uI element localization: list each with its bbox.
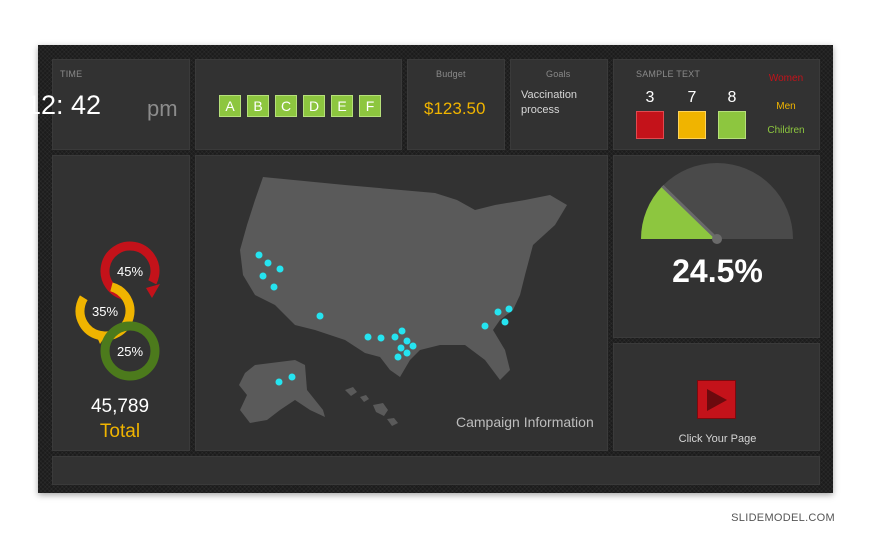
map-markers bbox=[255, 251, 513, 386]
letter-box: C bbox=[275, 95, 297, 117]
watermark: SLIDEMODEL.COM bbox=[731, 512, 835, 524]
map-marker bbox=[409, 342, 417, 350]
ring-children bbox=[100, 321, 160, 381]
letter-box: D bbox=[303, 95, 325, 117]
gauge-fill bbox=[641, 186, 717, 239]
letter-box: F bbox=[359, 95, 381, 117]
ring-women-arrow bbox=[146, 284, 160, 298]
men-swatch bbox=[678, 111, 706, 139]
map-marker bbox=[275, 378, 283, 386]
goals-panel bbox=[510, 59, 608, 150]
children-swatch bbox=[718, 111, 746, 139]
map-marker bbox=[501, 318, 509, 326]
map-marker bbox=[403, 349, 411, 357]
map-marker bbox=[494, 308, 502, 316]
ring-children-label: 25% bbox=[116, 344, 144, 359]
gauge-needle bbox=[661, 185, 719, 241]
map-marker bbox=[270, 283, 278, 291]
budget-panel bbox=[407, 59, 505, 150]
clock-time: 12: 42 bbox=[26, 90, 102, 120]
women-swatch bbox=[636, 111, 664, 139]
letter-box: E bbox=[331, 95, 353, 117]
gauge-chart bbox=[641, 163, 793, 244]
map-marker bbox=[288, 373, 296, 381]
hawaii-islands bbox=[345, 387, 398, 426]
map-marker bbox=[259, 272, 267, 280]
map-marker bbox=[255, 251, 263, 259]
ring-men-arrow bbox=[94, 330, 108, 344]
map-marker bbox=[364, 333, 372, 341]
map-marker bbox=[377, 334, 385, 342]
click-your-page-label: Click Your Page bbox=[678, 433, 757, 445]
time-panel bbox=[52, 59, 190, 150]
women-count: 3 bbox=[645, 89, 655, 106]
alaska-shape bbox=[239, 360, 325, 423]
rings-panel bbox=[52, 155, 190, 451]
ring-chart bbox=[75, 241, 160, 381]
map-marker bbox=[276, 265, 284, 273]
map-marker bbox=[481, 322, 489, 330]
play-icon bbox=[707, 389, 727, 411]
budget-label: Budget bbox=[436, 69, 466, 79]
letter-box: A bbox=[219, 95, 241, 117]
clock-ampm: pm bbox=[147, 96, 178, 121]
map-marker bbox=[403, 337, 411, 345]
map-marker bbox=[398, 327, 406, 335]
sample-label: SAMPLE TEXT bbox=[636, 69, 701, 79]
map-marker bbox=[264, 259, 272, 267]
map-marker bbox=[505, 305, 513, 313]
legend-children: Children bbox=[767, 125, 805, 136]
ring-women-label: 45% bbox=[116, 264, 144, 279]
map-marker bbox=[397, 344, 405, 352]
legend-men: Men bbox=[776, 101, 796, 112]
map-marker bbox=[391, 333, 399, 341]
play-button[interactable] bbox=[697, 380, 736, 419]
map-caption: Campaign Information bbox=[456, 414, 594, 430]
letter-box: B bbox=[247, 95, 269, 117]
legend-women: Women bbox=[768, 73, 804, 84]
ring-men-label: 35% bbox=[91, 304, 119, 319]
children-count: 8 bbox=[727, 89, 737, 106]
goals-text: Vaccination process bbox=[521, 89, 578, 116]
men-count: 7 bbox=[687, 89, 697, 106]
total-value: 45,789 bbox=[90, 396, 150, 417]
map-marker bbox=[316, 312, 324, 320]
budget-value: $123.50 bbox=[424, 99, 486, 118]
goals-label: Goals bbox=[546, 69, 571, 79]
total-label: Total bbox=[99, 421, 141, 442]
us-map bbox=[239, 177, 567, 426]
gauge-hub bbox=[712, 234, 722, 244]
time-label: TIME bbox=[60, 69, 83, 79]
gauge-value: 24.5% bbox=[672, 253, 763, 289]
footer-bar bbox=[52, 456, 820, 485]
map-marker bbox=[394, 353, 402, 361]
